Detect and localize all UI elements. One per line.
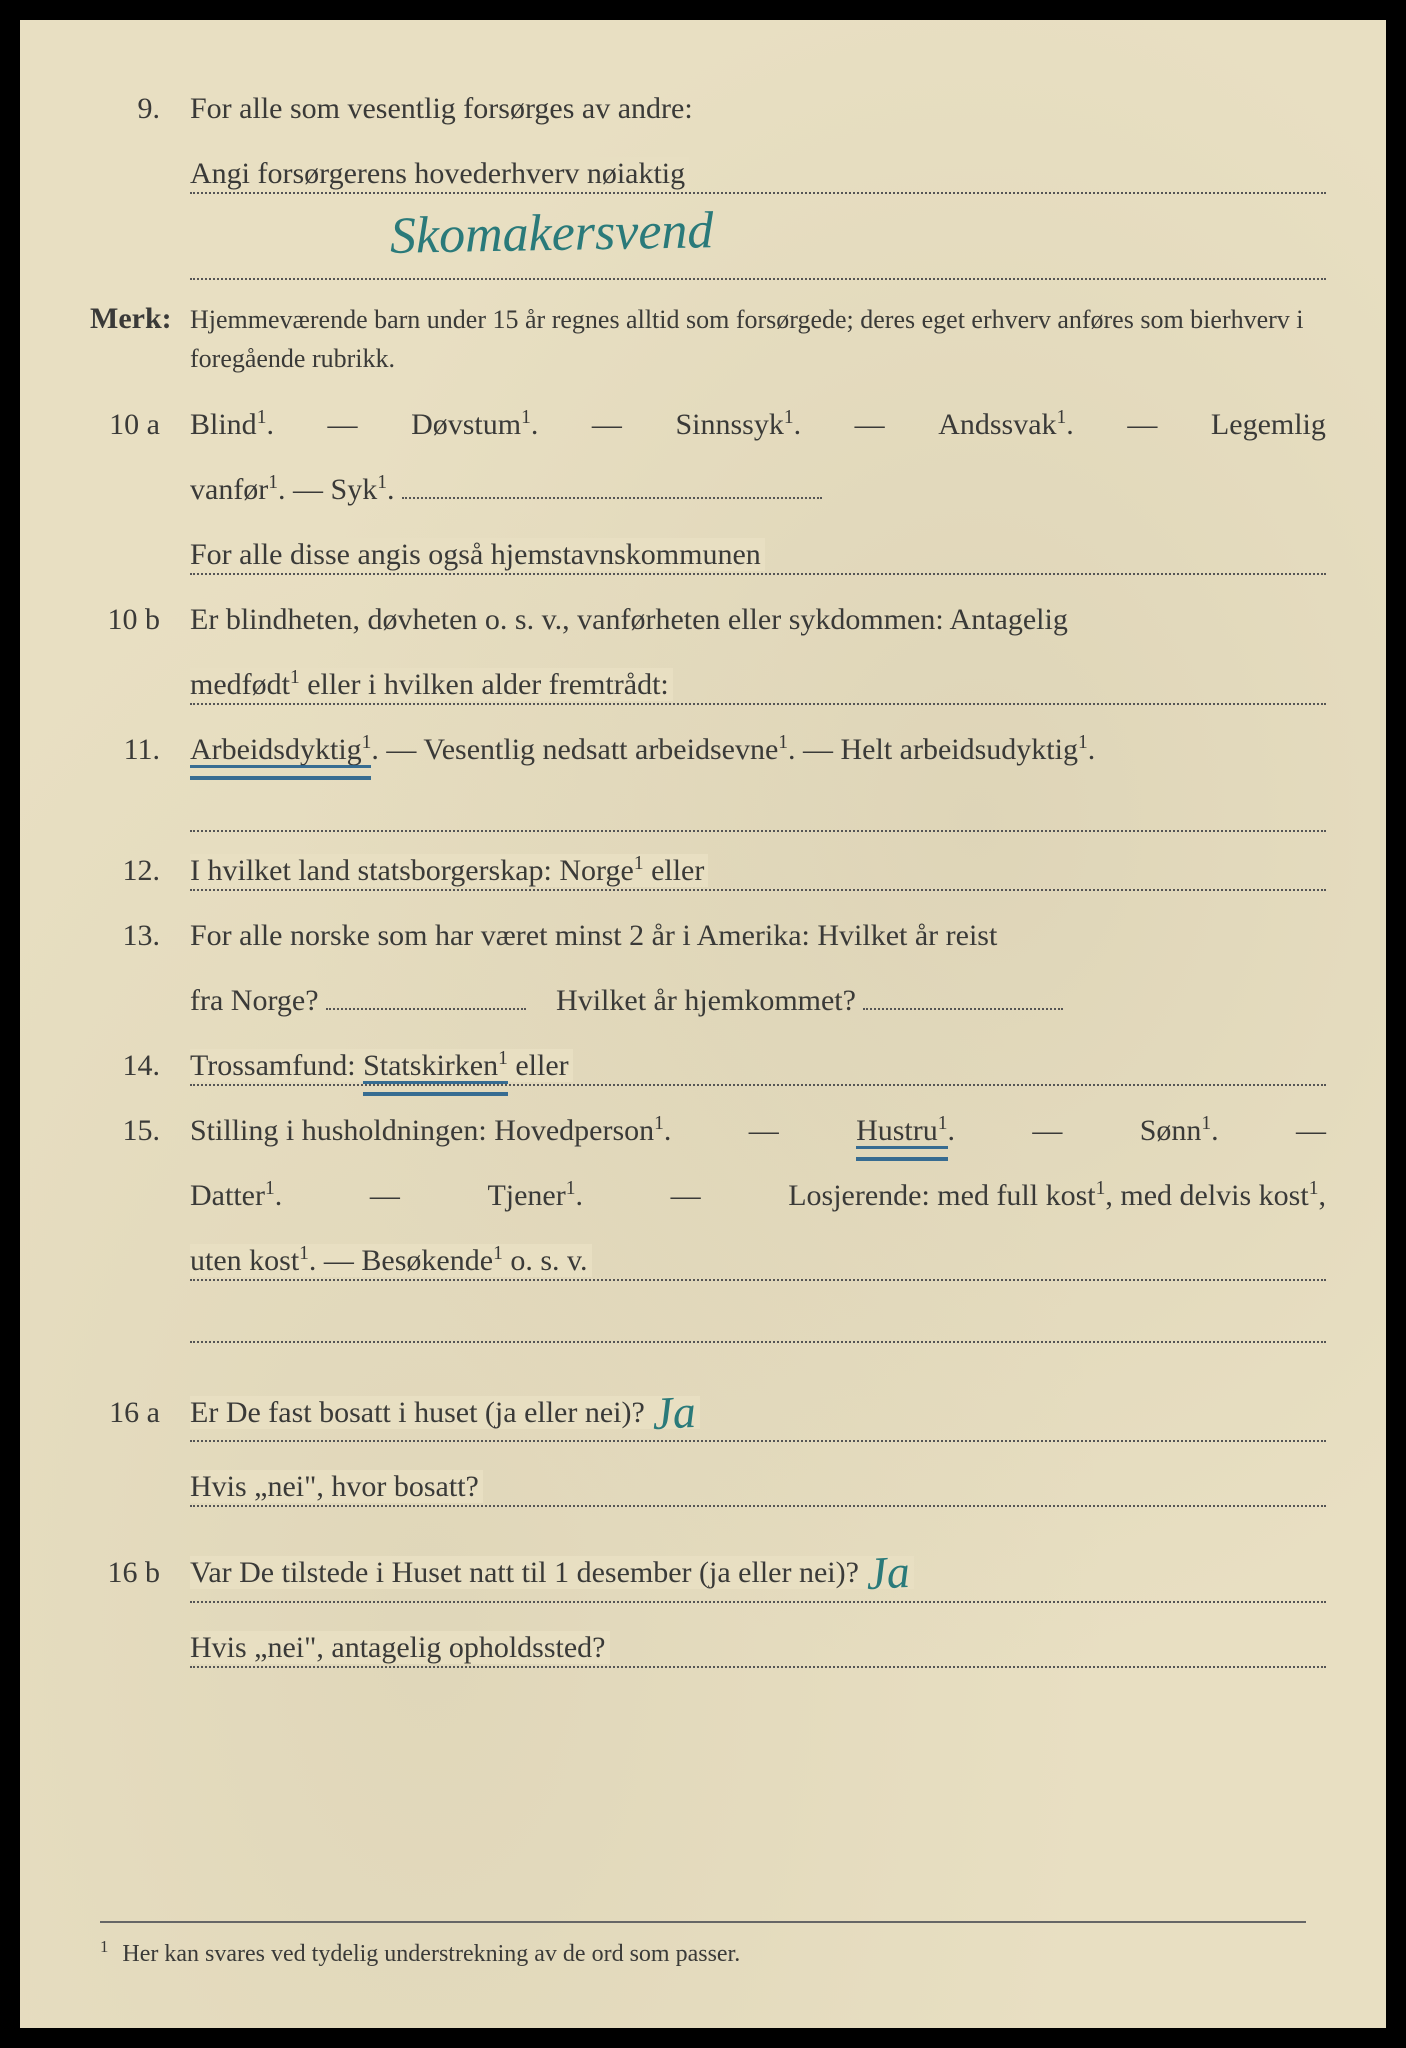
- footnote: 1 Her kan svares ved tydelig understrekn…: [100, 1921, 1306, 1978]
- q13-blank1: [326, 980, 526, 1010]
- q11-line: 11. Arbeidsdyktig1. — Vesentlig nedsatt …: [80, 721, 1326, 778]
- q15-losjerende: Losjerende: med full kost: [788, 1179, 1095, 1212]
- q9-answer-line: Skomakersvend: [190, 210, 1326, 280]
- q15-tjener: Tjener: [487, 1179, 565, 1212]
- q10a-opt-sinnssyk: Sinnssyk: [675, 408, 783, 441]
- q15-datter: Datter: [190, 1179, 265, 1212]
- q16b-line2: Hvis „nei", antagelig opholdssted?: [80, 1619, 1326, 1676]
- q16b-hvis-nei: Hvis „nei", antagelig opholdssted?: [190, 1631, 610, 1664]
- q15-besokende: — Besøkende: [316, 1244, 493, 1277]
- q10b-number: 10 b: [80, 591, 190, 648]
- q14-selected-statskirken: Statskirken1: [363, 1037, 508, 1094]
- q15-line2: Datter1. — Tjener1. — Losjerende: med fu…: [80, 1167, 1326, 1224]
- q10a-line2: vanfør1. — Syk1.: [80, 461, 1326, 518]
- q10a-opt-vanfor: vanfør: [190, 473, 268, 506]
- q15-hovedperson: Stilling i husholdningen: Hovedperson: [190, 1114, 654, 1147]
- q10a-opt-syk: Syk: [331, 473, 378, 506]
- q11-blank-line: [190, 786, 1326, 832]
- q10a-line3: For alle disse angis også hjemstavnskomm…: [80, 526, 1326, 583]
- q10b-text1: Er blindheten, døvheten o. s. v., vanfør…: [190, 591, 1326, 648]
- q10a-opt-andssvak: Andssvak: [938, 408, 1056, 441]
- q14-line: 14. Trossamfund: Statskirken1 eller: [80, 1037, 1326, 1094]
- merk-label: Merk:: [80, 290, 190, 347]
- q15-line3: uten kost1. — Besøkende1 o. s. v.: [80, 1232, 1326, 1289]
- q16b-line1: 16 b Var De tilstede i Huset natt til 1 …: [80, 1523, 1326, 1610]
- q11-opt2: Vesentlig nedsatt arbeidsevne: [423, 733, 778, 766]
- q16a-question: Er De fast bosatt i huset (ja eller nei)…: [190, 1396, 645, 1429]
- q11-opt3: Helt arbeidsudyktig: [841, 733, 1078, 766]
- q10b-line2: medfødt1 eller i hvilken alder fremtrådt…: [80, 656, 1326, 713]
- q16a-line1: 16 a Er De fast bosatt i huset (ja eller…: [80, 1363, 1326, 1450]
- q13-number: 13.: [80, 907, 190, 964]
- q13-blank2: [863, 980, 1063, 1010]
- q10b-medfodt: medfødt: [190, 668, 290, 701]
- document-page: 9. For alle som vesentlig forsørges av a…: [20, 20, 1386, 2028]
- footnote-number: 1: [100, 1937, 108, 1956]
- q11-selected-arbeidsdyktig: Arbeidsdyktig1: [190, 721, 371, 778]
- q9-handwritten-answer: Skomakersvend: [389, 182, 714, 286]
- q9-line1: 9. For alle som vesentlig forsørges av a…: [80, 80, 1326, 137]
- footnote-text: Her kan svares ved tydelig understreknin…: [122, 1941, 740, 1967]
- q13-hjemkommet: Hvilket år hjemkommet?: [556, 984, 856, 1017]
- q9-text1: For alle som vesentlig forsørges av andr…: [190, 80, 1326, 137]
- q10a-blank: [402, 469, 822, 499]
- q16a-number: 16 a: [80, 1384, 190, 1441]
- q13-fra-norge: fra Norge?: [190, 984, 319, 1017]
- q15-blank-line: [190, 1297, 1326, 1343]
- q10a-text3: For alle disse angis også hjemstavnskomm…: [190, 538, 765, 571]
- q12-eller: eller: [644, 854, 705, 887]
- q10a-opt-dovstum: Døvstum: [411, 408, 521, 441]
- q9-number: 9.: [80, 80, 190, 137]
- q16b-question: Var De tilstede i Huset natt til 1 desem…: [190, 1556, 859, 1589]
- merk-text: Hjemmeværende barn under 15 år regnes al…: [190, 300, 1326, 378]
- q12-text: I hvilket land statsborgerskap: Norge: [190, 854, 634, 887]
- q15-line1: 15. Stilling i husholdningen: Hovedperso…: [80, 1102, 1326, 1159]
- q12-number: 12.: [80, 842, 190, 899]
- q10a-line1: 10 a Blind1. — Døvstum1. — Sinnssyk1. — …: [80, 396, 1326, 453]
- q12-line: 12. I hvilket land statsborgerskap: Norg…: [80, 842, 1326, 899]
- q13-text1: For alle norske som har været minst 2 år…: [190, 907, 1326, 964]
- q16a-hvis-nei: Hvis „nei", hvor bosatt?: [190, 1470, 483, 1503]
- q14-eller: eller: [508, 1049, 569, 1082]
- q10a-opt-legemlig: Legemlig: [1211, 396, 1326, 453]
- q15-sonn: Sønn: [1140, 1114, 1202, 1147]
- q15-uten-kost: uten kost: [190, 1244, 299, 1277]
- q14-label: Trossamfund:: [190, 1049, 363, 1082]
- q16a-line2: Hvis „nei", hvor bosatt?: [80, 1458, 1326, 1515]
- q16b-answer-ja: Ja: [864, 1528, 912, 1618]
- q10a-number: 10 a: [80, 396, 190, 453]
- q10a-opt-blind: Blind: [190, 408, 257, 441]
- q15-number: 15.: [80, 1102, 190, 1159]
- merk-row: Merk: Hjemmeværende barn under 15 år reg…: [80, 290, 1326, 378]
- q10b-rest: eller i hvilken alder fremtrådt:: [300, 668, 669, 701]
- q16b-number: 16 b: [80, 1544, 190, 1601]
- q10b-line1: 10 b Er blindheten, døvheten o. s. v., v…: [80, 591, 1326, 648]
- q15-selected-hustru: Hustru1: [856, 1102, 947, 1159]
- q13-line2: fra Norge? Hvilket år hjemkommet?: [80, 972, 1326, 1029]
- q11-number: 11.: [80, 721, 190, 778]
- q14-number: 14.: [80, 1037, 190, 1094]
- q13-line1: 13. For alle norske som har været minst …: [80, 907, 1326, 964]
- q16a-answer-ja: Ja: [650, 1368, 698, 1458]
